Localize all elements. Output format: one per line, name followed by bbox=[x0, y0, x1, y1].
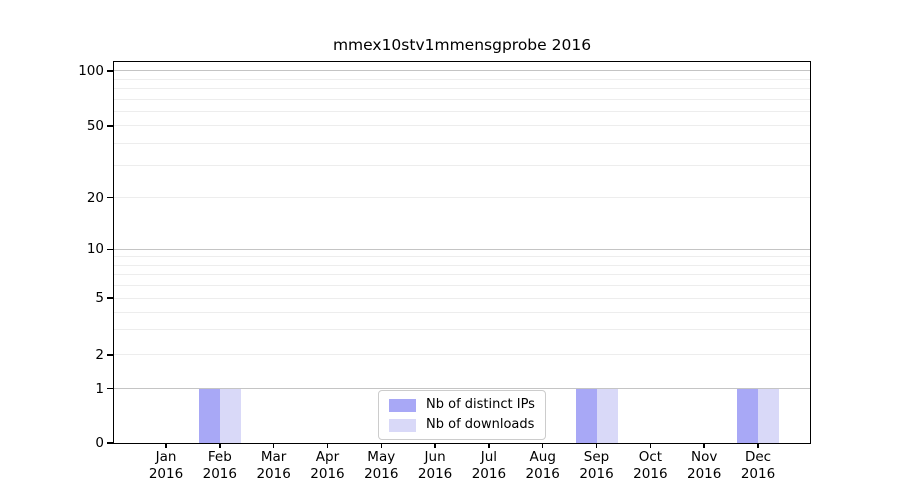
x-tick-jun bbox=[434, 444, 436, 448]
y-tick-label-100: 100 bbox=[78, 62, 104, 79]
legend-item-downloads: Nb of downloads bbox=[389, 417, 535, 433]
x-tick-jan bbox=[165, 444, 167, 448]
x-tick-label-apr: Apr 2016 bbox=[310, 449, 345, 482]
bar-distinct_ips-dec bbox=[737, 388, 758, 443]
x-tick-label-oct: Oct 2016 bbox=[633, 449, 668, 482]
y-tick-50 bbox=[107, 125, 113, 127]
legend-swatch-distinct-ips bbox=[389, 398, 416, 412]
x-tick-may bbox=[380, 444, 383, 448]
y-gridline-minor-80 bbox=[114, 88, 810, 90]
legend-item-distinct-ips: Nb of distinct IPs bbox=[389, 397, 535, 413]
x-tick-label-sep: Sep 2016 bbox=[579, 449, 614, 482]
bar-downloads-feb bbox=[219, 388, 241, 443]
x-tick-apr bbox=[326, 444, 329, 448]
y-gridline-minor-50 bbox=[114, 125, 810, 127]
y-gridline-minor-30 bbox=[114, 165, 810, 167]
legend-label-distinct-ips: Nb of distinct IPs bbox=[426, 397, 535, 412]
x-tick-aug bbox=[541, 444, 544, 448]
x-tick-label-jul: Jul 2016 bbox=[471, 449, 507, 482]
x-tick-label-may: May 2016 bbox=[364, 449, 399, 482]
y-tick-label-5: 5 bbox=[95, 290, 104, 307]
y-gridline-minor-6 bbox=[114, 284, 810, 286]
y-tick-10 bbox=[107, 248, 113, 251]
y-gridline-minor-5 bbox=[114, 297, 810, 299]
x-tick-feb bbox=[219, 444, 221, 448]
y-tick-label-50: 50 bbox=[86, 117, 104, 134]
bar-distinct_ips-sep bbox=[575, 388, 597, 443]
y-tick-100 bbox=[107, 70, 113, 72]
x-tick-label-mar: Mar 2016 bbox=[256, 449, 291, 482]
x-tick-nov bbox=[703, 444, 705, 448]
y-tick-2 bbox=[107, 354, 113, 356]
y-gridline-major-10 bbox=[114, 248, 810, 250]
y-gridline-minor-70 bbox=[114, 98, 810, 100]
y-tick-label-1: 1 bbox=[95, 380, 104, 397]
y-gridline-minor-2 bbox=[114, 354, 810, 356]
x-tick-label-nov: Nov 2016 bbox=[686, 449, 722, 482]
x-tick-oct bbox=[649, 444, 652, 448]
legend-swatch-downloads bbox=[389, 418, 416, 432]
legend-label-downloads: Nb of downloads bbox=[426, 417, 535, 432]
y-tick-label-20: 20 bbox=[86, 189, 104, 206]
chart-title: mmex10stv1mmensgprobe 2016 bbox=[332, 36, 592, 54]
y-gridline-major-100 bbox=[114, 70, 810, 72]
y-tick-0 bbox=[107, 442, 113, 444]
y-gridline-minor-7 bbox=[114, 273, 810, 275]
y-tick-label-0: 0 bbox=[95, 435, 104, 451]
x-tick-dec bbox=[757, 444, 759, 448]
y-tick-20 bbox=[107, 196, 113, 199]
bar-distinct_ips-feb bbox=[198, 388, 220, 443]
x-tick-label-jan: Jan 2016 bbox=[148, 449, 184, 482]
y-gridline-minor-9 bbox=[114, 256, 810, 258]
x-tick-sep bbox=[595, 444, 598, 448]
y-gridline-minor-8 bbox=[114, 264, 810, 266]
legend: Nb of distinct IPs Nb of downloads bbox=[378, 390, 546, 440]
x-tick-jul bbox=[488, 444, 490, 448]
y-gridline-minor-3 bbox=[114, 329, 810, 331]
y-tick-label-10: 10 bbox=[86, 241, 104, 258]
y-gridline-minor-40 bbox=[114, 142, 810, 144]
y-tick-label-2: 2 bbox=[95, 346, 104, 363]
y-gridline-major-1 bbox=[114, 388, 810, 390]
y-gridline-minor-20 bbox=[114, 197, 810, 199]
x-tick-label-feb: Feb 2016 bbox=[202, 449, 237, 482]
plot-area: Nb of distinct IPs Nb of downloads bbox=[113, 61, 811, 444]
y-gridline-minor-90 bbox=[114, 78, 810, 80]
y-gridline-minor-4 bbox=[114, 311, 810, 313]
x-tick-label-dec: Dec 2016 bbox=[740, 449, 776, 482]
y-tick-1 bbox=[107, 387, 113, 390]
y-tick-5 bbox=[107, 297, 113, 299]
x-tick-mar bbox=[272, 444, 275, 448]
x-tick-label-jun: Jun 2016 bbox=[417, 449, 453, 482]
bar-downloads-dec bbox=[758, 388, 779, 443]
y-gridline-minor-60 bbox=[114, 110, 810, 112]
x-tick-label-aug: Aug 2016 bbox=[525, 449, 560, 482]
bar-downloads-sep bbox=[596, 388, 618, 443]
